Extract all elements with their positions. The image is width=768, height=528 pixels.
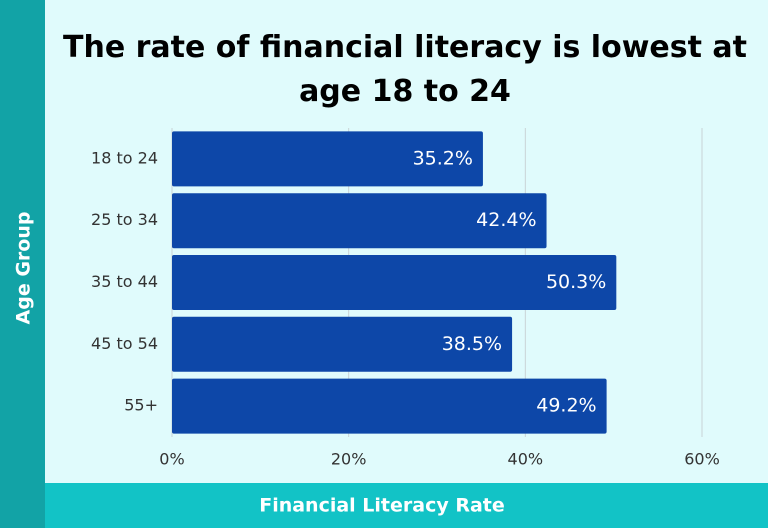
x-tick-label: 40% <box>508 450 544 469</box>
x-tick-label: 60% <box>684 450 720 469</box>
bar <box>172 131 483 187</box>
value-label: 50.3% <box>546 271 606 293</box>
left-band <box>0 0 45 528</box>
y-tick-label: 35 to 44 <box>91 272 158 291</box>
x-tick-label: 0% <box>159 450 184 469</box>
x-tick-label: 20% <box>331 450 367 469</box>
value-label: 38.5% <box>442 333 502 355</box>
y-tick-label: 25 to 34 <box>91 210 158 229</box>
y-tick-label: 55+ <box>124 396 158 415</box>
bottom-band <box>45 483 768 528</box>
bar <box>172 316 513 372</box>
bar <box>172 193 547 249</box>
y-axis-title: Age Group <box>13 212 35 325</box>
chart-title: The rate of financial literacy is lowest… <box>63 30 747 109</box>
y-tick-label: 45 to 54 <box>91 334 158 353</box>
bar <box>172 378 607 434</box>
value-label: 35.2% <box>413 147 473 169</box>
value-label: 42.4% <box>476 209 536 231</box>
y-tick-label: 18 to 24 <box>91 148 158 167</box>
x-axis-title: Financial Literacy Rate <box>259 495 505 517</box>
value-label: 49.2% <box>536 395 596 417</box>
bar <box>172 255 617 310</box>
